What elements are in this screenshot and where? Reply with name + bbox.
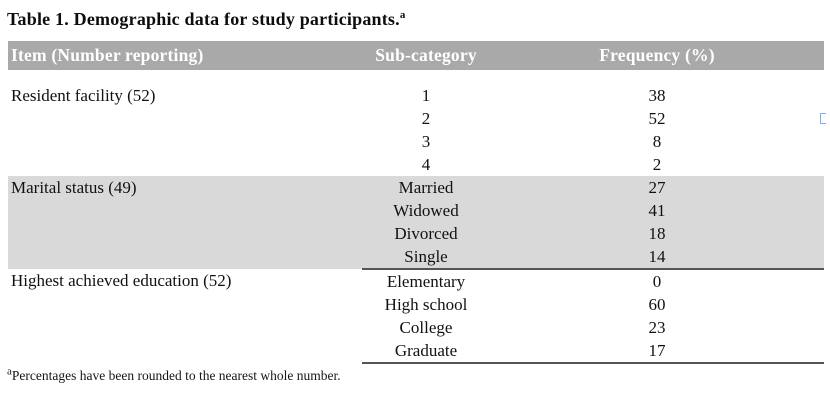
subcategory-cell: Married — [362, 176, 490, 199]
frequency-cell: 8 — [652, 132, 662, 151]
subcategory-cell: Single — [362, 245, 490, 270]
table-row: 3 8 — [8, 130, 824, 153]
frequency-cell: 52 — [648, 109, 666, 128]
section-marital-status: Marital status (49) Married 27 Widowed 4… — [8, 176, 824, 270]
frequency-cell: 27 — [490, 176, 824, 199]
bracket-marker-icon — [820, 113, 826, 124]
section-education: Highest achieved education (52) Elementa… — [8, 269, 824, 364]
subcategory-cell: 3 — [421, 132, 431, 151]
table-row: Divorced 18 — [8, 222, 824, 245]
frequency-cell: 0 — [652, 272, 662, 291]
footnote-superscript-marker: a — [7, 365, 12, 378]
table-header-row: Item (Number reporting) Sub-category Fre… — [8, 41, 824, 70]
item-cell: Marital status (49) — [8, 176, 362, 269]
table-title-footnote-marker: a — [399, 9, 406, 21]
frequency-cell: 60 — [648, 295, 666, 314]
table-row: 4 2 — [8, 153, 824, 176]
frequency-cell: 2 — [652, 155, 662, 174]
table-footnote: aPercentages have been rounded to the ne… — [7, 365, 830, 385]
subcategory-cell: 4 — [421, 155, 431, 174]
section-resident-facility: Resident facility (52) 1 38 2 52 3 8 4 2 — [8, 70, 824, 176]
table-row: Single 14 — [8, 245, 824, 270]
table-row: High school 60 — [8, 293, 824, 316]
item-cell: Resident facility (52) — [11, 86, 156, 105]
table-title-text: Table 1. Demographic data for study part… — [7, 9, 400, 29]
table-row: Resident facility (52) 1 38 — [8, 70, 824, 107]
subcategory-cell: Elementary — [386, 272, 466, 291]
subcategory-cell: 2 — [421, 109, 431, 128]
frequency-cell: 41 — [490, 199, 824, 222]
subcategory-cell: College — [399, 318, 453, 337]
table-row: Graduate 17 — [8, 339, 824, 364]
table-title: Table 1. Demographic data for study part… — [7, 7, 830, 31]
column-header-item: Item (Number reporting) — [8, 41, 362, 70]
frequency-cell: 23 — [648, 318, 666, 337]
frequency-cell: 18 — [490, 222, 824, 245]
subcategory-cell: High school — [384, 295, 468, 314]
subcategory-cell: 1 — [421, 86, 431, 105]
table-row: Widowed 41 — [8, 199, 824, 222]
item-cell: Highest achieved education (52) — [11, 271, 232, 290]
demographics-table: Item (Number reporting) Sub-category Fre… — [8, 41, 824, 364]
table-row: 2 52 — [8, 107, 824, 130]
column-header-frequency: Frequency (%) — [490, 41, 824, 70]
subcategory-cell: Widowed — [362, 199, 490, 222]
table-row: Highest achieved education (52) Elementa… — [8, 269, 824, 293]
table-row: Marital status (49) Married 27 — [8, 176, 824, 269]
table-row: College 23 — [8, 316, 824, 339]
frequency-cell: 14 — [490, 245, 824, 270]
column-header-subcategory: Sub-category — [362, 41, 490, 70]
frequency-cell: 17 — [490, 339, 824, 364]
footnote-text: Percentages have been rounded to the nea… — [11, 368, 341, 383]
frequency-cell: 38 — [648, 86, 666, 105]
subcategory-cell: Graduate — [362, 339, 490, 364]
subcategory-cell: Divorced — [362, 222, 490, 245]
